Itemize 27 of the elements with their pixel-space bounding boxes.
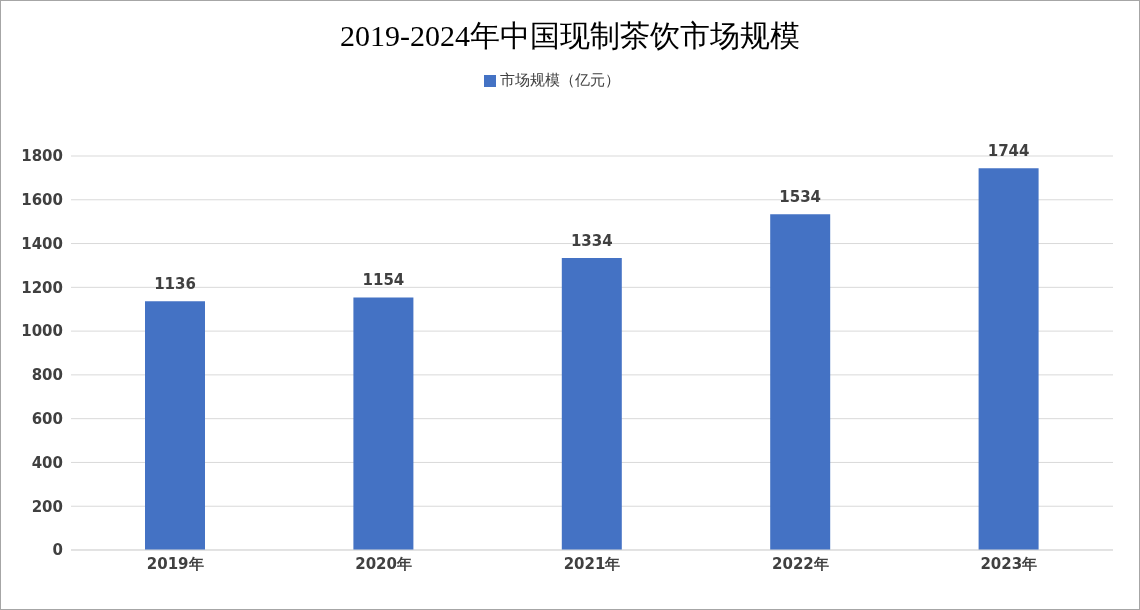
y-tick-label: 1000 — [21, 322, 63, 341]
bar — [978, 168, 1039, 550]
x-tick-label: 2020年 — [355, 554, 412, 573]
y-tick-label: 0 — [52, 541, 63, 560]
x-tick-label: 2019年 — [146, 554, 204, 573]
y-tick-label: 1600 — [21, 191, 63, 210]
data-label: 1744 — [987, 142, 1030, 161]
data-label: 1534 — [779, 188, 822, 207]
y-tick-label: 1400 — [21, 234, 63, 253]
x-tick-label: 2021年 — [563, 554, 621, 573]
chart-title: 2019-2024年中国现制茶饮市场规模 — [339, 18, 801, 54]
y-tick-label: 1800 — [21, 147, 63, 166]
y-tick-label: 200 — [31, 497, 63, 516]
y-tick-label: 400 — [31, 453, 63, 472]
bar — [353, 297, 414, 550]
bar — [561, 258, 622, 550]
x-tick-label: 2023年 — [980, 554, 1038, 573]
y-tick-label: 1200 — [21, 278, 63, 297]
data-label: 1136 — [154, 275, 196, 294]
bar — [145, 301, 205, 550]
bar — [770, 214, 831, 550]
data-label: 1334 — [570, 232, 613, 250]
y-tick-label: 800 — [31, 366, 63, 385]
legend-label: 市场规模（亿元） — [500, 71, 620, 89]
x-tick-label: 2022年 — [772, 554, 829, 573]
y-tick-label: 600 — [31, 409, 63, 428]
data-label: 1154 — [362, 271, 405, 290]
